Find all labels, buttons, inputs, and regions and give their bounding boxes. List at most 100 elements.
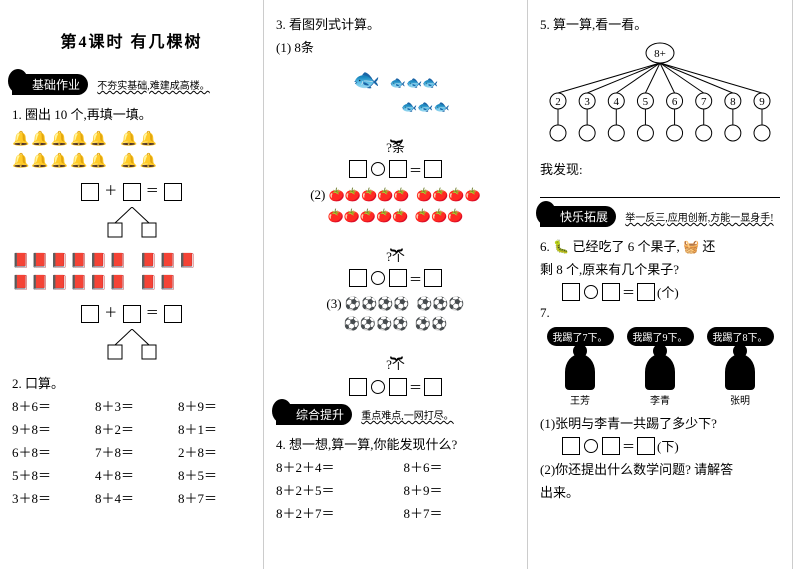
badge-basic: 基础作业 xyxy=(12,74,88,95)
calc-item: 2＋8＝ xyxy=(178,442,251,461)
op-circle xyxy=(371,162,385,176)
op-circle xyxy=(371,380,385,394)
q3-part1: (1) 8条 🐟 🐟🐟🐟 🐟🐟🐟 ⏟ ?条 ＝ xyxy=(276,37,515,179)
calc-item: 8＋1＝ xyxy=(178,419,251,438)
calc-item: 8＋5＝ xyxy=(178,465,251,484)
calc-item: 9＋8＝ xyxy=(12,419,85,438)
blank-box xyxy=(123,183,141,201)
calc-item: 8＋7＝ xyxy=(178,488,251,507)
tomato-icon: 🍅🍅🍅🍅🍅 🍅🍅🍅🍅 xyxy=(329,187,481,202)
brace-icon: ⏟ xyxy=(276,233,515,244)
svg-text:9: 9 xyxy=(759,96,765,108)
q1-text: 1. 圈出 10 个,再填一填。 xyxy=(12,104,251,123)
q7-sub2: (2)你还提出什么数学问题? 请解答 xyxy=(540,459,780,478)
q6-line1: 6. 🐛 已经吃了 6 个果子, 🧺 还 xyxy=(540,236,780,255)
q7-sub2b: 出来。 xyxy=(540,482,780,501)
svg-text:3: 3 xyxy=(584,96,590,108)
badge-comp-sub: 重点难点,一网打尽。 xyxy=(361,411,454,422)
calc-item: 8＋2＋5＝ xyxy=(276,480,388,499)
q5-find-label: 我发现: xyxy=(540,162,583,177)
q6-line2: 剩 8 个,原来有几个果子? xyxy=(540,259,780,278)
column-1: 第4课时 有几棵树 基础作业 不夯实基础,难建成高楼。 1. 圈出 10 个,再… xyxy=(0,0,264,569)
calc-item: 8＋2＋7＝ xyxy=(276,503,388,522)
brace-icon: ⏟ xyxy=(276,341,515,352)
calc-item: 8＋2＝ xyxy=(95,419,168,438)
calc-item: 8＋3＝ xyxy=(95,396,168,415)
section-ext: 快乐拓展 举一反三,应用创新,方能一显身手! xyxy=(540,206,780,230)
branch-tree-1 xyxy=(12,207,251,245)
q3-p1-eq: ＝ xyxy=(276,160,515,179)
badge-ext-sub: 举一反三,应用创新,方能一显身手! xyxy=(625,213,773,224)
svg-text:2: 2 xyxy=(555,96,561,108)
svg-text:6: 6 xyxy=(672,96,678,108)
badge-basic-sub: 不夯实基础,难建成高楼。 xyxy=(97,81,210,92)
op-circle xyxy=(584,439,598,453)
q6-c: 还 xyxy=(702,239,715,254)
person-3: 我踢了8下。 张明 xyxy=(707,327,774,407)
blank-box xyxy=(424,269,442,287)
q3-p3-fig: (3) ⚽⚽⚽⚽ ⚽⚽⚽ ⚽⚽⚽⚽ ⚽⚽ xyxy=(276,294,515,336)
caterpillar-icon: 🐛 xyxy=(553,239,569,254)
calc-item: 8＋6＝ xyxy=(12,396,85,415)
blank-box xyxy=(424,160,442,178)
person-icon xyxy=(565,354,595,390)
calc-item: 6＋8＝ xyxy=(12,442,85,461)
branch-tree-2 xyxy=(12,329,251,367)
book-row: 📕📕📕📕📕📕 📕📕📕 xyxy=(12,251,251,273)
q3-text: 3. 看图列式计算。 xyxy=(276,14,515,33)
tomato-icon: 🍅🍅🍅🍅🍅 🍅🍅🍅 xyxy=(328,208,464,223)
q3-p3-label: (3) xyxy=(326,296,341,311)
bell-row: 🔔🔔🔔🔔🔔 🔔🔔 xyxy=(12,129,251,151)
svg-text:8: 8 xyxy=(730,96,736,108)
blank-box xyxy=(637,437,655,455)
blank-box xyxy=(349,378,367,396)
name-1: 王芳 xyxy=(547,392,614,407)
svg-text:5: 5 xyxy=(643,96,649,108)
column-3: 5. 算一算,看一看。 8+ 23456789 我发现: 快乐拓展 举一反三,应… xyxy=(528,0,793,569)
blank-box xyxy=(164,305,182,323)
fish-icon: 🐟🐟🐟 xyxy=(390,75,439,90)
lesson-title: 第4课时 有几棵树 xyxy=(12,28,251,52)
calc-item: 3＋8＝ xyxy=(12,488,85,507)
blank-box xyxy=(349,269,367,287)
name-2: 李青 xyxy=(627,392,694,407)
calc-item: 8＋4＝ xyxy=(95,488,168,507)
section-comp: 综合提升 重点难点,一网打尽。 xyxy=(276,404,515,428)
q7-sub1: (1)张明与李青一共踢了多少下? xyxy=(540,413,780,432)
name-3: 张明 xyxy=(707,392,774,407)
blank-line xyxy=(540,182,780,198)
blank-box xyxy=(81,305,99,323)
op-circle xyxy=(371,271,385,285)
ball-icon: ⚽⚽⚽⚽ ⚽⚽⚽ xyxy=(345,296,465,311)
blank-box xyxy=(389,160,407,178)
q7-text: 7. xyxy=(540,305,780,321)
calc-item: 7＋8＝ xyxy=(95,442,168,461)
column-2: 3. 看图列式计算。 (1) 8条 🐟 🐟🐟🐟 🐟🐟🐟 ⏟ ?条 ＝ (2) 🍅… xyxy=(264,0,528,569)
person-1: 我踢了7下。 王芳 xyxy=(547,327,614,407)
book-row: 📕📕📕📕📕📕 📕📕 xyxy=(12,273,251,295)
op-circle xyxy=(584,285,598,299)
q3-p2-fig: (2) 🍅🍅🍅🍅🍅 🍅🍅🍅🍅 🍅🍅🍅🍅🍅 🍅🍅🍅 xyxy=(276,185,515,227)
blank-box xyxy=(637,283,655,301)
blank-box xyxy=(562,283,580,301)
blank-box xyxy=(81,183,99,201)
svg-text:7: 7 xyxy=(701,96,707,108)
q6-b: 已经吃了 6 个果子, xyxy=(572,239,679,254)
calc-item: 8＋7＝ xyxy=(404,503,516,522)
person-icon xyxy=(725,354,755,390)
blank-box xyxy=(389,269,407,287)
calc-item: 8＋6＝ xyxy=(404,457,516,476)
q3-part2: (2) 🍅🍅🍅🍅🍅 🍅🍅🍅🍅 🍅🍅🍅🍅🍅 🍅🍅🍅 ⏟ ?个 ＝ xyxy=(276,185,515,288)
blank-box xyxy=(602,437,620,455)
q5-text: 5. 算一算,看一看。 xyxy=(540,14,780,33)
blank-box xyxy=(602,283,620,301)
q6-a: 6. xyxy=(540,239,553,254)
q3-p2-q: ?个 xyxy=(276,246,515,265)
section-basic: 基础作业 不夯实基础,难建成高楼。 xyxy=(12,74,251,98)
q3-p3-q: ?个 xyxy=(276,354,515,373)
brace-icon: ⏟ xyxy=(276,124,515,135)
blank-box xyxy=(562,437,580,455)
calc-item: 4＋8＝ xyxy=(95,465,168,484)
calc-item: 8＋9＝ xyxy=(404,480,516,499)
calc-item: 5＋8＝ xyxy=(12,465,85,484)
